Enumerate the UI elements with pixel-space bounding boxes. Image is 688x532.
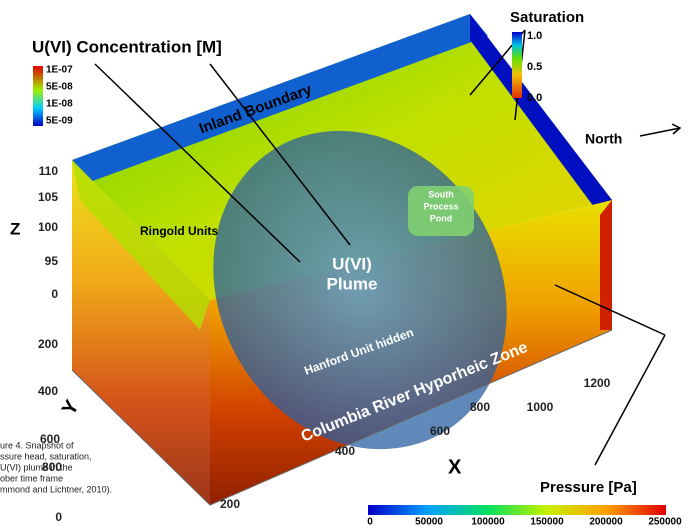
page: U(VI) Concentration [M] Saturation Press… — [0, 0, 688, 532]
caption-line: ssure head, saturation, — [0, 451, 92, 461]
z-tick: 95 — [45, 254, 59, 268]
concentration-label: 5E-08 — [46, 82, 73, 93]
y-tick: 400 — [38, 384, 58, 398]
z-axis-label: Z — [10, 219, 20, 238]
figure: U(VI) Concentration [M] Saturation Press… — [0, 0, 688, 532]
pressure-title: Pressure [Pa] — [540, 479, 637, 496]
x-tick: 1000 — [527, 400, 554, 414]
pressure-tick: 50000 — [415, 517, 443, 528]
pressure-tick: 200000 — [589, 517, 623, 528]
z-tick: 100 — [38, 220, 58, 234]
plume-label: Plume — [326, 274, 377, 293]
saturation-title: Saturation — [510, 9, 584, 26]
x-tick: 600 — [430, 424, 450, 438]
saturation-label: 0.0 — [527, 92, 542, 104]
pond-label: South — [428, 189, 454, 199]
saturation-colorbar — [512, 32, 522, 98]
x-tick: 200 — [220, 497, 240, 511]
x-axis-label: X — [448, 456, 462, 478]
z-tick: 105 — [38, 190, 58, 204]
pond-label: Process — [423, 201, 458, 211]
z-tick: 0 — [51, 287, 58, 301]
caption-line: mmond and Lichtner, 2010). — [0, 484, 112, 494]
caption-line: U(VI) plume in the — [0, 462, 73, 472]
plume-label: U(VI) — [332, 254, 372, 273]
y-axis-label: Y — [58, 396, 84, 419]
pressure-tick: 150000 — [530, 517, 564, 528]
concentration-label: 1E-08 — [46, 99, 73, 110]
x-tick: 1200 — [584, 376, 611, 390]
concentration-label: 5E-09 — [46, 116, 73, 127]
caption-line: ober time frame — [0, 473, 63, 483]
x-tick: 800 — [470, 400, 490, 414]
y-tick: 200 — [38, 337, 58, 351]
concentration-label: 1E-07 — [46, 65, 73, 76]
saturation-label: 0.5 — [527, 61, 542, 73]
y-tick: 0 — [55, 510, 62, 524]
concentration-colorbar — [33, 66, 43, 126]
pond-label: Pond — [430, 213, 453, 223]
pressure-tick: 250000 — [648, 517, 682, 528]
pressure-tick: 100000 — [471, 517, 505, 528]
north-label: North — [585, 131, 622, 147]
x-tick: 400 — [335, 444, 355, 458]
pressure-colorbar — [368, 505, 666, 515]
saturation-label: 1.0 — [527, 30, 542, 42]
concentration-title: U(VI) Concentration [M] — [32, 37, 222, 56]
caption-line: ure 4. Snapshot of — [0, 440, 74, 450]
ringold-label: Ringold Units — [140, 224, 218, 238]
pressure-tick: 0 — [367, 517, 373, 528]
z-tick: 110 — [39, 164, 59, 178]
